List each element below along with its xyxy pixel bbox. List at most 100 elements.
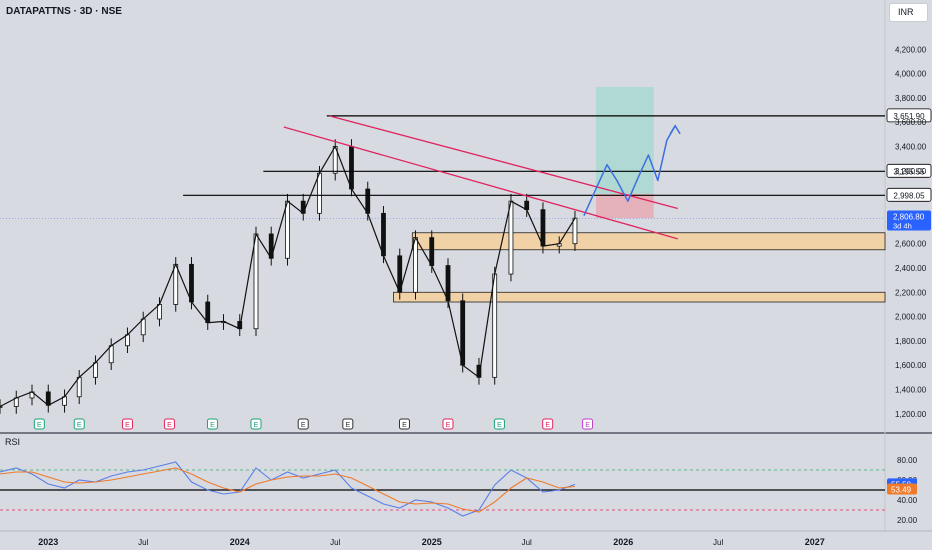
- earnings-marker: [121, 418, 133, 430]
- earnings-marker-letter: E: [254, 422, 259, 429]
- rsi-tick-label: 80.00: [897, 456, 918, 465]
- price-candle: [108, 345, 114, 364]
- rsi-ma-box: [887, 483, 917, 495]
- earnings-marker-letter: E: [167, 422, 172, 429]
- earnings-marker-letter: E: [402, 422, 407, 429]
- price-tick-label: 1,400.00: [895, 385, 927, 394]
- price-tick-label: 1,800.00: [895, 337, 927, 346]
- earnings-marker: [206, 418, 218, 430]
- price-tick-label: 3,400.00: [895, 142, 927, 151]
- rsi-title: RSI: [5, 437, 21, 447]
- rsi-tick-label: 20.00: [897, 516, 918, 525]
- last-price-label-box: [887, 210, 931, 231]
- price-candle: [413, 237, 418, 293]
- price-tick-label: 2,400.00: [895, 264, 927, 273]
- earnings-marker: [493, 418, 505, 430]
- price-candle: [492, 273, 498, 378]
- price-candle: [445, 265, 451, 302]
- price-tick-label: 4,000.00: [895, 70, 927, 79]
- level-label: 2,998.05: [893, 191, 925, 200]
- price-tick-label: 1,200.00: [895, 410, 927, 419]
- time-tick-label: 2023: [38, 537, 58, 547]
- rsi-ma-line: [0, 467, 576, 513]
- price-candle: [429, 237, 435, 266]
- level-label-box: [886, 163, 932, 178]
- earnings-marker-letter: E: [545, 422, 550, 429]
- price-tick-label: 2,200.00: [895, 288, 927, 297]
- trend-line: [283, 126, 678, 240]
- earnings-marker: [342, 418, 354, 430]
- time-tick-label: 2025: [422, 537, 442, 547]
- price-candle: [349, 146, 354, 190]
- price-series-line: [0, 145, 576, 408]
- price-candle: [508, 200, 514, 275]
- price-tick-label: 2,600.00: [895, 240, 927, 249]
- price-candle: [140, 318, 146, 336]
- time-tick-label: 2024: [230, 537, 250, 547]
- target-zone: [595, 86, 654, 194]
- earnings-marker: [163, 418, 175, 430]
- forecast-arrow-head: [669, 124, 681, 135]
- level-label: 3,651.90: [893, 112, 925, 121]
- price-candle: [173, 263, 179, 305]
- earnings-marker-letter: E: [585, 422, 590, 429]
- trend-line: [329, 115, 678, 210]
- earnings-marker: [33, 418, 45, 430]
- earnings-marker-letter: E: [497, 422, 502, 429]
- support-zone-2: [393, 291, 886, 303]
- earnings-marker-letter: E: [301, 422, 306, 429]
- price-candle: [93, 362, 98, 378]
- price-candle: [253, 233, 259, 330]
- support-zone-1: [411, 232, 886, 251]
- time-tick-label: 2026: [613, 537, 633, 547]
- last-price-countdown: 3d 4h: [893, 222, 912, 231]
- price-candle: [365, 188, 371, 214]
- price-candle: [205, 301, 211, 324]
- price-candle: [76, 376, 82, 398]
- time-tick-label: 2027: [805, 537, 825, 547]
- price-candle: [157, 304, 162, 320]
- level-label: 3,195.55: [893, 167, 925, 176]
- price-candle: [572, 217, 578, 245]
- price-candle: [317, 172, 322, 214]
- price-candle: [460, 300, 466, 366]
- earnings-marker: [297, 418, 309, 430]
- price-tick-label: 3,800.00: [895, 94, 927, 103]
- chart-title: DATAPATTNS · 3D · NSE: [6, 6, 122, 17]
- price-tick-label: 2,000.00: [895, 313, 927, 322]
- earnings-marker: [442, 418, 454, 430]
- time-tick-label: Jul: [522, 538, 532, 547]
- earnings-marker: [398, 418, 410, 430]
- price-tick-label: 3,600.00: [895, 118, 927, 127]
- earnings-marker: [73, 418, 85, 430]
- price-tick-label: 3,200.00: [895, 167, 927, 176]
- forecast-path: [583, 125, 676, 217]
- earnings-marker-letter: E: [37, 422, 42, 429]
- level-label-box: [886, 187, 932, 202]
- rsi-ma-label: 53.49: [891, 486, 912, 495]
- earnings-marker: [542, 418, 554, 430]
- time-tick-label: Jul: [138, 538, 148, 547]
- price-tick-label: 1,600.00: [895, 361, 927, 370]
- price-candle: [189, 263, 194, 303]
- price-tick-label: 4,200.00: [895, 45, 927, 54]
- price-candle: [45, 391, 51, 406]
- price-candle: [0, 406, 3, 408]
- last-price-label: 2,806.80: [893, 213, 925, 222]
- earnings-marker-letter: E: [77, 422, 82, 429]
- time-tick-label: Jul: [330, 538, 340, 547]
- time-tick-label: Jul: [713, 538, 723, 547]
- rsi-tick-label: 40.00: [897, 496, 918, 505]
- earnings-marker: [250, 418, 262, 430]
- level-label-box: [886, 108, 932, 123]
- price-candle: [285, 200, 290, 259]
- earnings-marker: [582, 418, 594, 430]
- currency-selector[interactable]: INR: [889, 3, 928, 22]
- earnings-marker-letter: E: [345, 422, 350, 429]
- price-candle: [381, 212, 386, 257]
- earnings-marker-letter: E: [210, 422, 215, 429]
- price-candle: [540, 209, 546, 247]
- earnings-marker-letter: E: [446, 422, 451, 429]
